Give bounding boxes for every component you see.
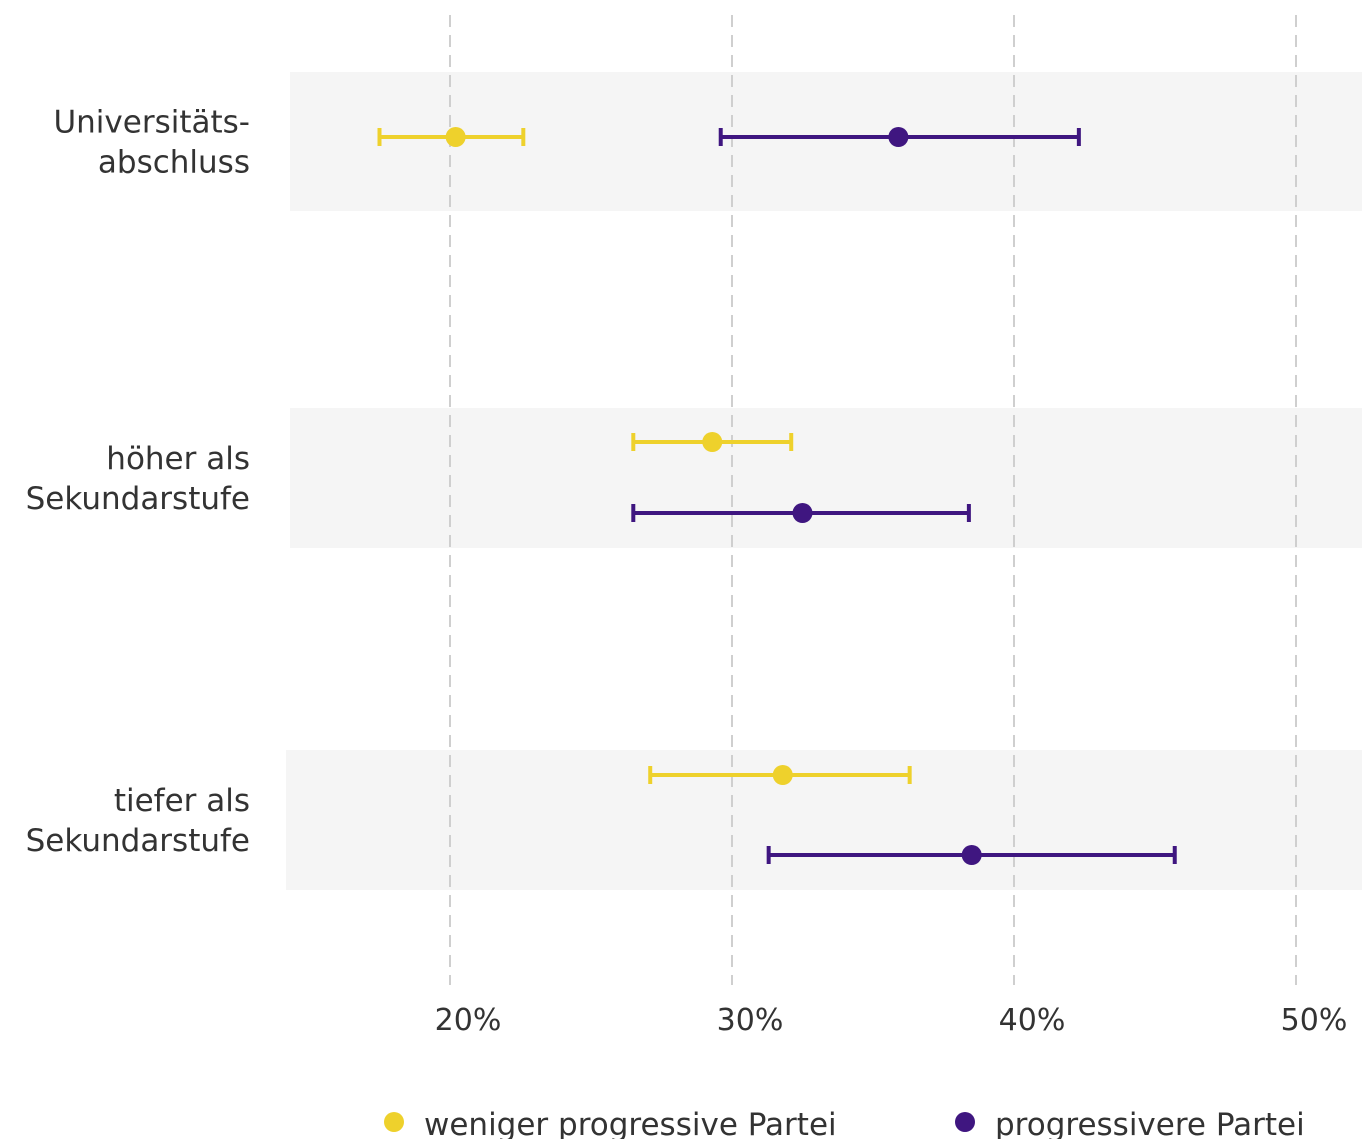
error-bar-group (648, 765, 912, 785)
x-tick-label: 20% (435, 1003, 502, 1038)
category-label: Sekundarstufe (26, 481, 250, 517)
error-bar-group (766, 845, 1177, 865)
legend: weniger progressive Partei progressivere … (384, 1107, 1305, 1139)
data-marks (377, 127, 1177, 865)
category-bands (286, 72, 1362, 890)
data-point (702, 432, 723, 452)
x-tick-label: 30% (717, 1003, 784, 1038)
x-tick-label: 50% (1281, 1003, 1348, 1038)
x-axis-tick-labels: 20% 30% 40% 50% (435, 1003, 1348, 1038)
category-band (290, 408, 1362, 548)
error-bar-group (377, 127, 526, 147)
error-bar-group (631, 503, 971, 523)
category-label: Universitäts- (53, 105, 250, 141)
category-band (286, 750, 1362, 890)
legend-label: progressivere Partei (995, 1107, 1305, 1139)
data-point (445, 127, 466, 147)
category-label: tiefer als (114, 783, 250, 819)
category-label: Sekundarstufe (26, 823, 250, 859)
error-bar-group (631, 432, 794, 452)
legend-marker (384, 1112, 404, 1132)
category-band (290, 72, 1362, 211)
data-point (961, 845, 982, 865)
legend-marker (955, 1112, 975, 1132)
category-labels: Universitäts-abschluss höher als Sekundars… (26, 105, 250, 860)
data-point (772, 765, 793, 785)
category-label: höher als (106, 441, 250, 477)
data-point (888, 127, 909, 147)
x-tick-label: 40% (999, 1003, 1066, 1038)
error-bar-group (718, 127, 1081, 147)
data-point (792, 503, 813, 523)
category-label: abschluss (98, 145, 250, 181)
legend-label: weniger progressive Partei (424, 1107, 837, 1139)
x-gridlines (449, 15, 1297, 985)
